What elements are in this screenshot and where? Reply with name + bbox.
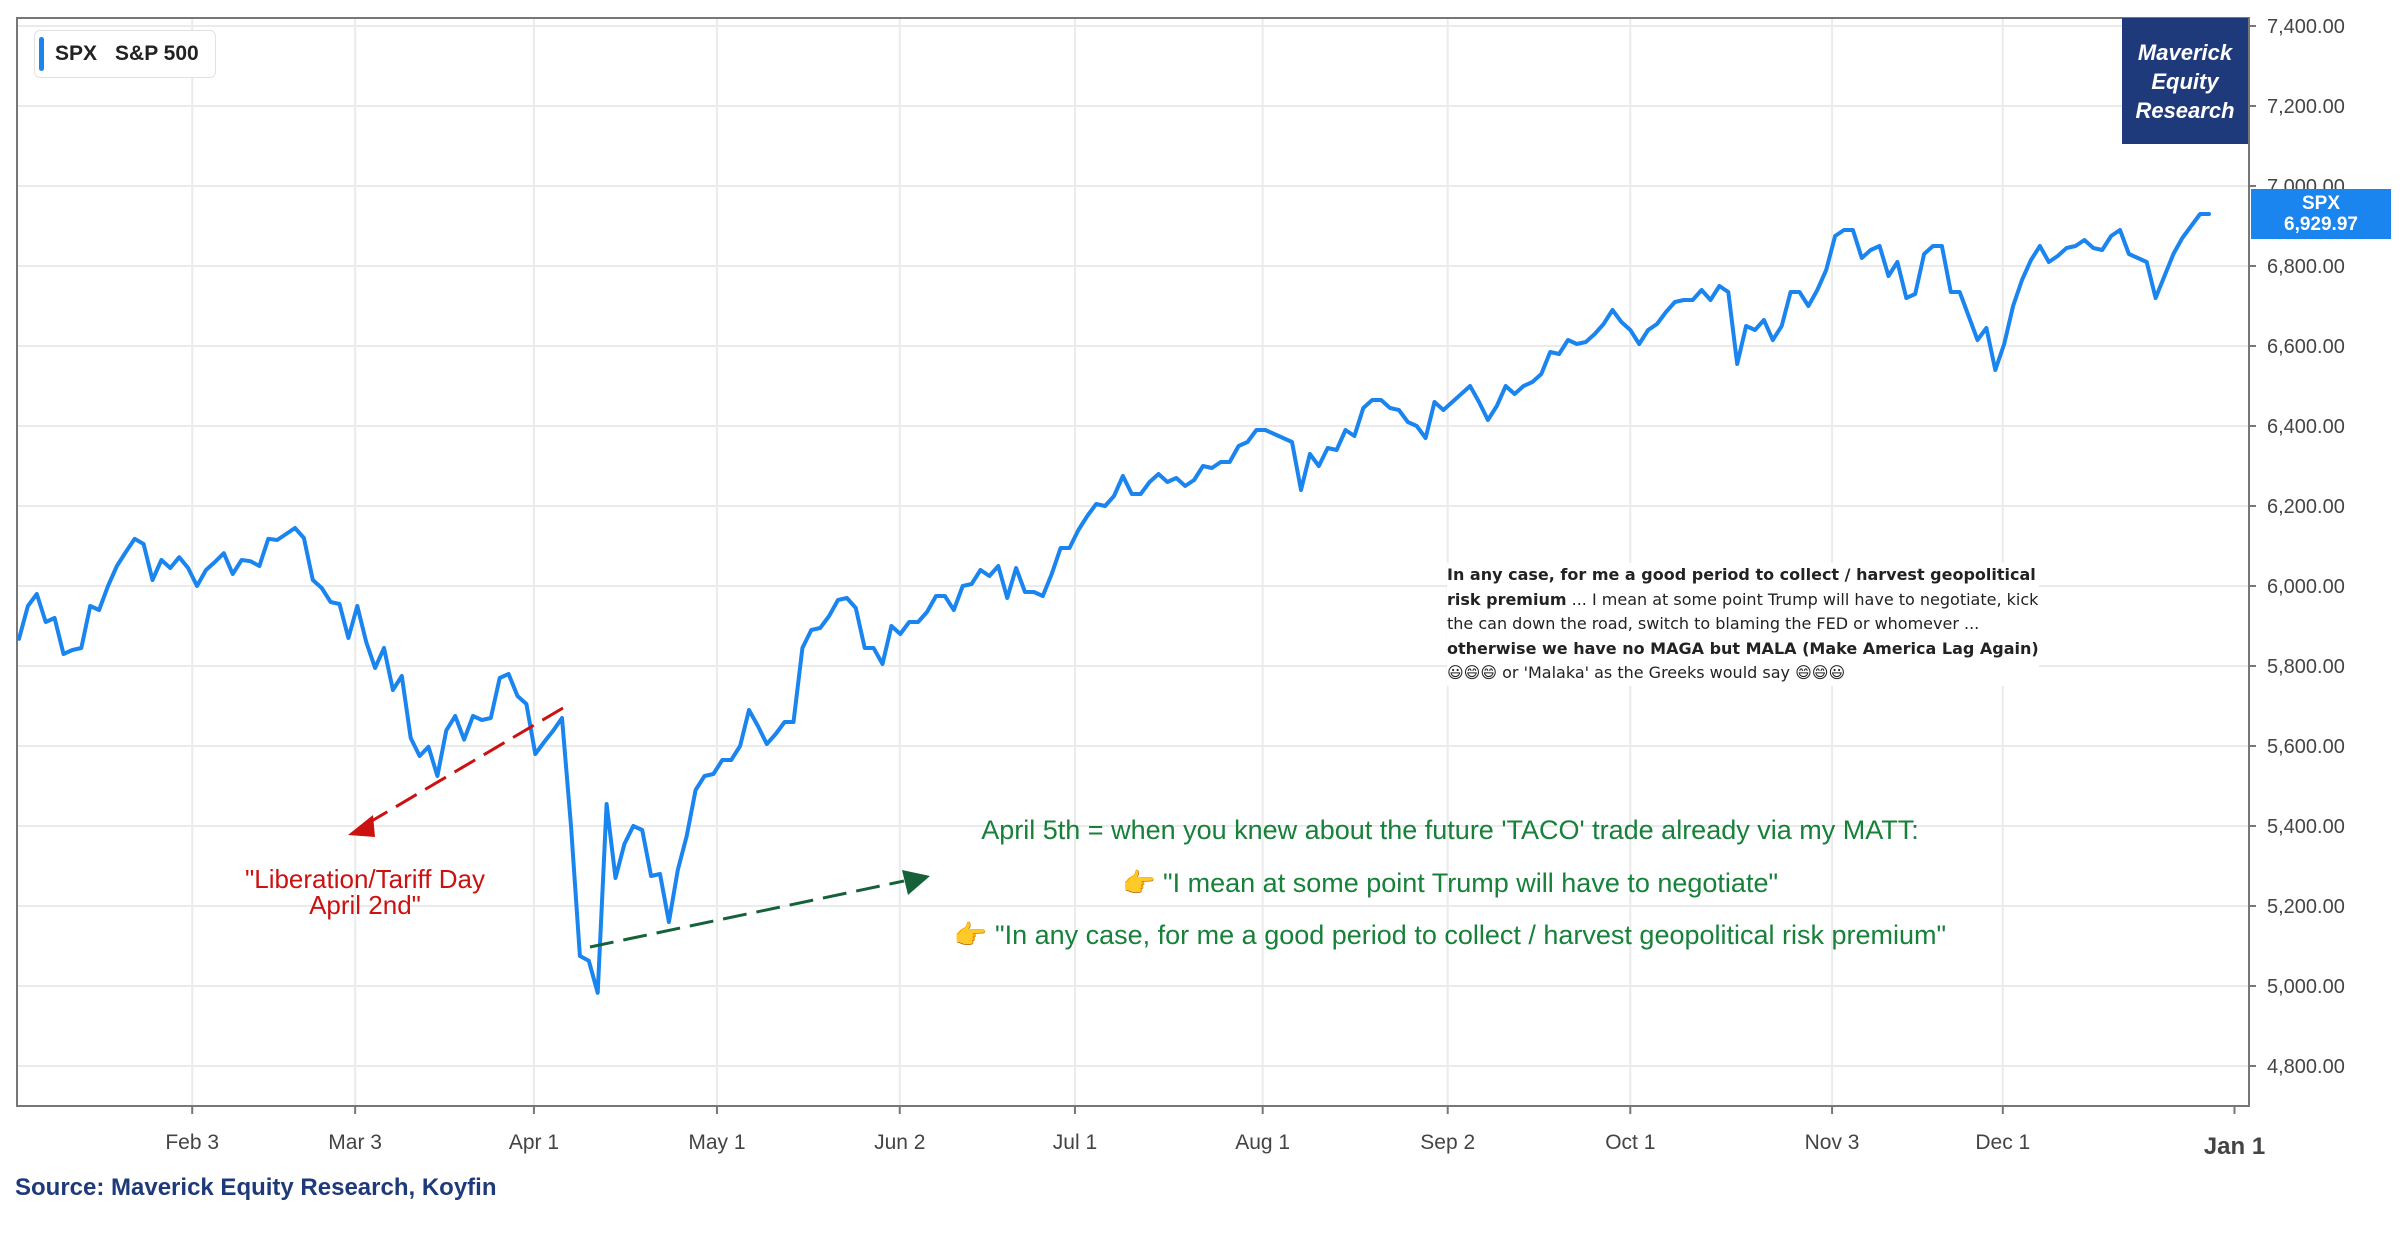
source-caption: Source: Maverick Equity Research, Koyfin: [15, 1174, 497, 1201]
legend-ticker: SPX: [55, 42, 98, 65]
note-text-2: 😃😄😄 or 'Malaka' as the Greeks would say …: [1447, 663, 1846, 682]
spx-series-line: [17, 212, 2211, 995]
y-tick-label: 6,800.00: [2267, 256, 2345, 278]
y-tick-label: 4,800.00: [2267, 1056, 2345, 1078]
green-annotation-line-2: 👉 "I mean at some point Trump will have …: [1121, 868, 1779, 898]
x-tick-label: Sep 2: [1420, 1131, 1475, 1154]
commentary-note: In any case, for me a good period to col…: [1447, 563, 2039, 686]
note-bold-1: In any case, for me a good period to col…: [1447, 565, 2036, 609]
legend-swatch: [39, 37, 44, 71]
x-tick-label: Feb 3: [165, 1131, 219, 1154]
note-bold-2: otherwise we have no MAGA but MALA (Make…: [1447, 638, 2039, 658]
liberation-line-2: April 2nd": [309, 890, 421, 920]
note-text-1: ... I mean at some point Trump will have…: [1447, 589, 2039, 634]
x-tick-label: Aug 1: [1235, 1131, 1290, 1154]
last-price-tag: SPX 6,929.97: [2251, 189, 2391, 239]
x-tick-label: May 1: [688, 1131, 745, 1154]
y-tick-label: 7,400.00: [2267, 16, 2345, 38]
brand-line-2: Equity: [2151, 68, 2219, 94]
brand-logo: Maverick Equity Research: [2122, 18, 2248, 144]
x-tick-label: Oct 1: [1605, 1131, 1655, 1154]
green-annotation-arrow: [589, 870, 930, 949]
green-annotation-line-3: 👉 "In any case, for me a good period to …: [953, 920, 1947, 950]
x-tick-label: Apr 1: [509, 1131, 559, 1154]
y-tick-label: 7,200.00: [2267, 96, 2345, 118]
y-tick-label: 6,200.00: [2267, 496, 2345, 518]
brand-line-1: Maverick: [2137, 39, 2233, 65]
y-tick-label: 5,800.00: [2267, 656, 2345, 678]
y-tick-label: 5,000.00: [2267, 976, 2345, 998]
legend[interactable]: SPX S&P 500: [34, 30, 216, 78]
y-tick-label: 5,200.00: [2267, 896, 2345, 918]
liberation-line-1: "Liberation/Tariff Day: [245, 864, 485, 894]
legend-name: S&P 500: [115, 42, 199, 65]
x-tick-label: Mar 3: [328, 1131, 382, 1154]
x-tick-label: Jul 1: [1053, 1131, 1097, 1154]
brand-line-3: Research: [2135, 97, 2235, 123]
liberation-day-annotation: "Liberation/Tariff Day April 2nd": [200, 866, 530, 918]
x-tick-label: Jun 2: [874, 1131, 925, 1154]
x-tick-label: Nov 3: [1805, 1131, 1860, 1154]
red-annotation-arrow: [348, 706, 564, 837]
x-axis: Feb 3 Mar 3 Apr 1 May 1 Jun 2 Jul 1 Aug 1 Sep 2…: [165, 1106, 2265, 1160]
green-annotation-line-1: April 5th = when you knew about the futu…: [981, 815, 1919, 845]
y-tick-label: 5,400.00: [2267, 816, 2345, 838]
x-tick-label: Dec 1: [1975, 1131, 2030, 1154]
y-axis: 4,800.00 5,000.00 5,200.00 5,400.00 5,600.00…: [2249, 16, 2345, 1078]
y-tick-label: 6,000.00: [2267, 576, 2345, 598]
y-tick-label: 6,600.00: [2267, 336, 2345, 358]
y-tick-label: 6,400.00: [2267, 416, 2345, 438]
last-price-value: 6,929.97: [2284, 214, 2358, 235]
y-tick-label: 5,600.00: [2267, 736, 2345, 758]
last-price-ticker: SPX: [2301, 193, 2341, 214]
x-tick-label: Jan 1: [2204, 1133, 2265, 1160]
